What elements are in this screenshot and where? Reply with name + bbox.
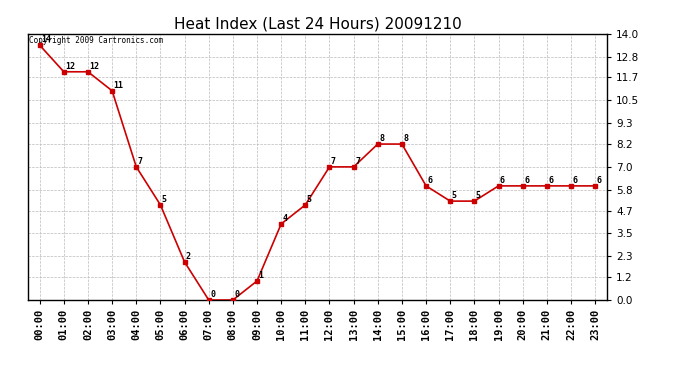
Text: 12: 12 — [90, 62, 99, 71]
Text: 6: 6 — [549, 176, 553, 185]
Text: 5: 5 — [452, 191, 457, 200]
Text: 6: 6 — [597, 176, 602, 185]
Text: 12: 12 — [66, 62, 75, 71]
Text: 4: 4 — [283, 214, 288, 223]
Title: Heat Index (Last 24 Hours) 20091210: Heat Index (Last 24 Hours) 20091210 — [173, 16, 462, 31]
Text: 0: 0 — [210, 290, 215, 299]
Text: 5: 5 — [162, 195, 167, 204]
Text: 6: 6 — [428, 176, 433, 185]
Text: Copyright 2009 Cartronics.com: Copyright 2009 Cartronics.com — [29, 36, 163, 45]
Text: 6: 6 — [524, 176, 529, 185]
Text: 2: 2 — [186, 252, 191, 261]
Text: 7: 7 — [331, 157, 336, 166]
Text: 0: 0 — [235, 290, 239, 299]
Text: 5: 5 — [307, 195, 312, 204]
Text: 6: 6 — [500, 176, 505, 185]
Text: 5: 5 — [476, 191, 481, 200]
Text: 8: 8 — [404, 134, 408, 143]
Text: 7: 7 — [355, 157, 360, 166]
Text: 8: 8 — [380, 134, 384, 143]
Text: 14: 14 — [41, 35, 51, 44]
Text: 7: 7 — [138, 157, 143, 166]
Text: 1: 1 — [259, 271, 264, 280]
Text: 11: 11 — [114, 81, 124, 90]
Text: 6: 6 — [573, 176, 578, 185]
